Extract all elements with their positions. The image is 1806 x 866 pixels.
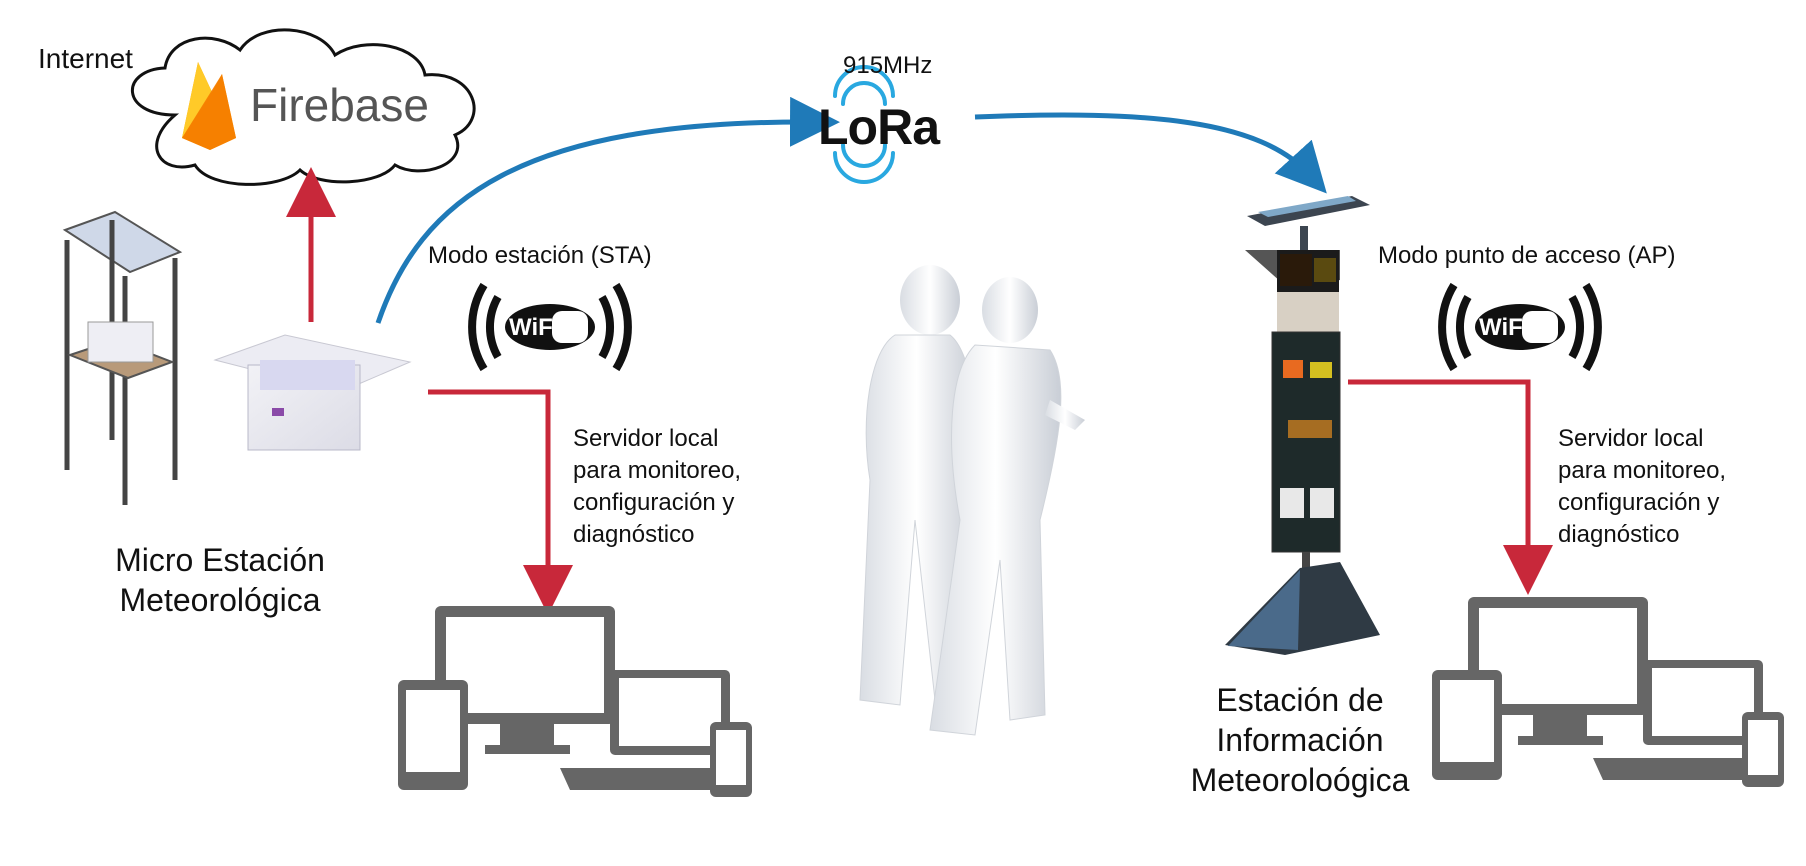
info-station-line-2: Información [1216,722,1384,758]
sta-mode-label: Modo estación (STA) [428,242,652,269]
wifi-icon-right [1438,282,1602,372]
server-right-line-2: para monitoreo, [1558,457,1727,484]
info-station-line-3: Meteoroloógica [1190,762,1410,798]
devices-icon-right [1432,597,1784,787]
devices-icon-left [398,606,752,797]
info-station-label: Estación de Información Meteoroloógica [1150,680,1450,800]
lora-signal-icon [833,65,895,184]
ap-mode-label: Modo punto de acceso (AP) [1378,242,1676,269]
server-right-line-4: diagnóstico [1558,521,1680,548]
server-left-line-4: diagnóstico [573,521,695,548]
server-left-line-3: configuración y [573,489,735,516]
frequency-label: 915MHz [843,52,933,79]
server-right-line-3: configuración y [1558,489,1720,516]
arrow-lora-to-kiosk [974,112,1327,194]
wifi-label-right: WiFi [1479,314,1530,341]
wifi-icon-left [468,282,632,372]
kiosk-figure [1225,196,1380,655]
info-station-line-1: Estación de [1216,682,1384,718]
firebase-flame-icon [182,62,236,150]
server-left-line-2: para monitoreo, [573,457,742,484]
arrow-to-left-devices [428,389,573,615]
arrow-to-lora [375,96,840,324]
arrow-to-right-devices [1348,379,1553,595]
wifi-label-left: WiFi [509,314,560,341]
micro-station-label: Micro Estación Meteorológica [60,540,380,620]
people-figure [859,265,1085,736]
server-label-right: Servidor local para monitoreo, configura… [1558,423,1726,551]
lora-label: LoRa [818,99,940,155]
micro-station-line-2: Meteorológica [119,582,321,618]
micro-station-line-1: Micro Estación [115,542,325,578]
internet-label: Internet [38,43,133,74]
firebase-label: Firebase [250,79,429,131]
server-label-left: Servidor local para monitoreo, configura… [573,423,741,551]
micro-station-figure [62,210,412,505]
server-left-line-1: Servidor local [573,425,719,452]
server-right-line-1: Servidor local [1558,425,1704,452]
